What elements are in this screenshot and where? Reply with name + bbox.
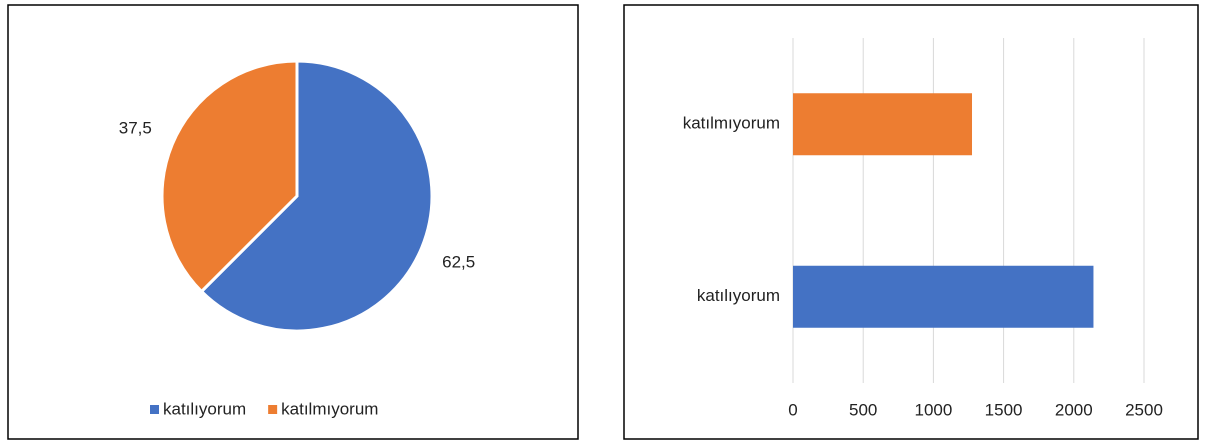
pie-slice <box>160 59 299 294</box>
legend-swatch <box>150 405 159 414</box>
legend-label: katılıyorum <box>163 399 246 418</box>
x-tick-label: 0 <box>788 400 797 419</box>
pie-slice <box>199 59 434 333</box>
bar <box>793 93 973 156</box>
legend-label: katılmıyorum <box>281 399 378 418</box>
y-tick-label: katılıyorum <box>697 286 780 305</box>
x-tick-label: 2500 <box>1125 400 1163 419</box>
data-label: 37,5 <box>119 119 152 138</box>
legend-swatch <box>268 405 278 414</box>
x-tick-label: 2000 <box>1055 400 1093 419</box>
bar <box>793 265 1094 328</box>
y-tick-label: katılmıyorum <box>683 114 780 133</box>
x-tick-label: 1000 <box>914 400 952 419</box>
bar-panel <box>623 4 1199 440</box>
x-tick-label: 500 <box>849 400 877 419</box>
x-tick-label: 1500 <box>985 400 1023 419</box>
data-label: 62,5 <box>442 252 475 271</box>
